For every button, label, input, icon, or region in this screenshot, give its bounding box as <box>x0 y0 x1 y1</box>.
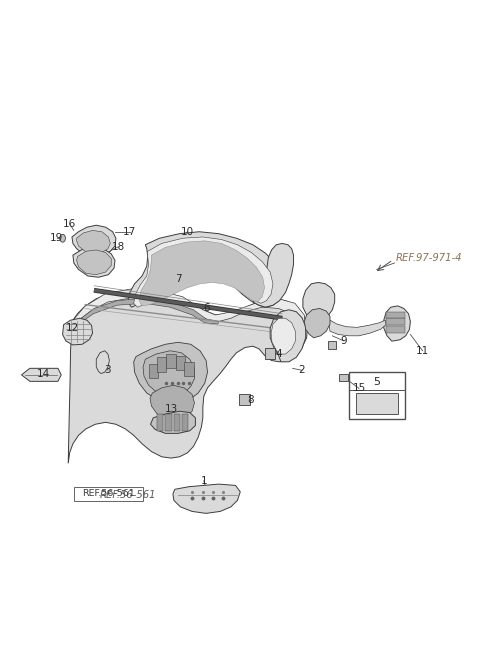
Polygon shape <box>157 358 167 371</box>
Bar <box>240 394 250 405</box>
Polygon shape <box>303 283 335 321</box>
Text: 10: 10 <box>181 227 194 237</box>
Text: 5: 5 <box>373 377 380 387</box>
Polygon shape <box>184 362 193 376</box>
Text: 14: 14 <box>37 369 50 379</box>
Text: 15: 15 <box>352 384 366 394</box>
Text: REF.56-561: REF.56-561 <box>82 489 135 499</box>
Text: 2: 2 <box>299 365 305 375</box>
Polygon shape <box>72 289 306 327</box>
Circle shape <box>60 234 65 242</box>
Polygon shape <box>253 243 294 307</box>
Polygon shape <box>174 414 180 431</box>
Polygon shape <box>329 320 386 336</box>
Polygon shape <box>143 351 194 396</box>
Polygon shape <box>151 411 195 434</box>
Bar <box>74 487 143 501</box>
Polygon shape <box>73 247 115 277</box>
Text: 12: 12 <box>65 323 79 333</box>
Polygon shape <box>149 364 158 378</box>
Polygon shape <box>128 232 283 307</box>
Text: 4: 4 <box>275 349 282 359</box>
Polygon shape <box>62 318 93 345</box>
Polygon shape <box>133 237 273 307</box>
Polygon shape <box>271 318 295 354</box>
Polygon shape <box>150 385 194 420</box>
Polygon shape <box>68 290 308 463</box>
Text: 11: 11 <box>416 346 429 356</box>
Polygon shape <box>386 312 405 318</box>
Polygon shape <box>96 351 109 373</box>
Bar <box>264 348 275 359</box>
Polygon shape <box>139 241 264 306</box>
Polygon shape <box>182 414 188 431</box>
Polygon shape <box>304 308 330 338</box>
Text: 17: 17 <box>123 227 136 237</box>
Text: 19: 19 <box>50 234 63 243</box>
Text: REF.56-561: REF.56-561 <box>100 489 156 499</box>
Polygon shape <box>81 298 219 324</box>
Polygon shape <box>133 342 207 403</box>
Polygon shape <box>386 318 405 325</box>
Text: 7: 7 <box>175 274 181 284</box>
Text: 16: 16 <box>63 219 76 229</box>
Bar <box>328 341 336 349</box>
Polygon shape <box>72 225 116 256</box>
Polygon shape <box>22 368 61 381</box>
Text: 8: 8 <box>247 394 254 405</box>
Bar <box>339 373 348 381</box>
Text: 13: 13 <box>165 404 178 415</box>
Bar <box>348 372 405 419</box>
Text: REF.97-971-4: REF.97-971-4 <box>396 253 462 263</box>
Polygon shape <box>77 230 110 254</box>
Polygon shape <box>173 484 240 514</box>
Polygon shape <box>270 310 306 362</box>
Polygon shape <box>384 306 410 341</box>
Polygon shape <box>77 250 111 275</box>
Bar <box>356 393 398 414</box>
Text: 1: 1 <box>201 476 207 486</box>
Text: 18: 18 <box>112 241 125 252</box>
Polygon shape <box>176 356 185 370</box>
Polygon shape <box>167 354 176 368</box>
Text: 9: 9 <box>341 336 348 346</box>
Polygon shape <box>386 326 405 333</box>
Polygon shape <box>166 414 171 431</box>
Text: 3: 3 <box>105 365 111 375</box>
Text: 6: 6 <box>203 304 209 314</box>
Polygon shape <box>157 414 163 431</box>
